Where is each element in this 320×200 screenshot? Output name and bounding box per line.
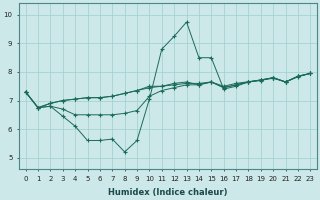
X-axis label: Humidex (Indice chaleur): Humidex (Indice chaleur)	[108, 188, 228, 197]
